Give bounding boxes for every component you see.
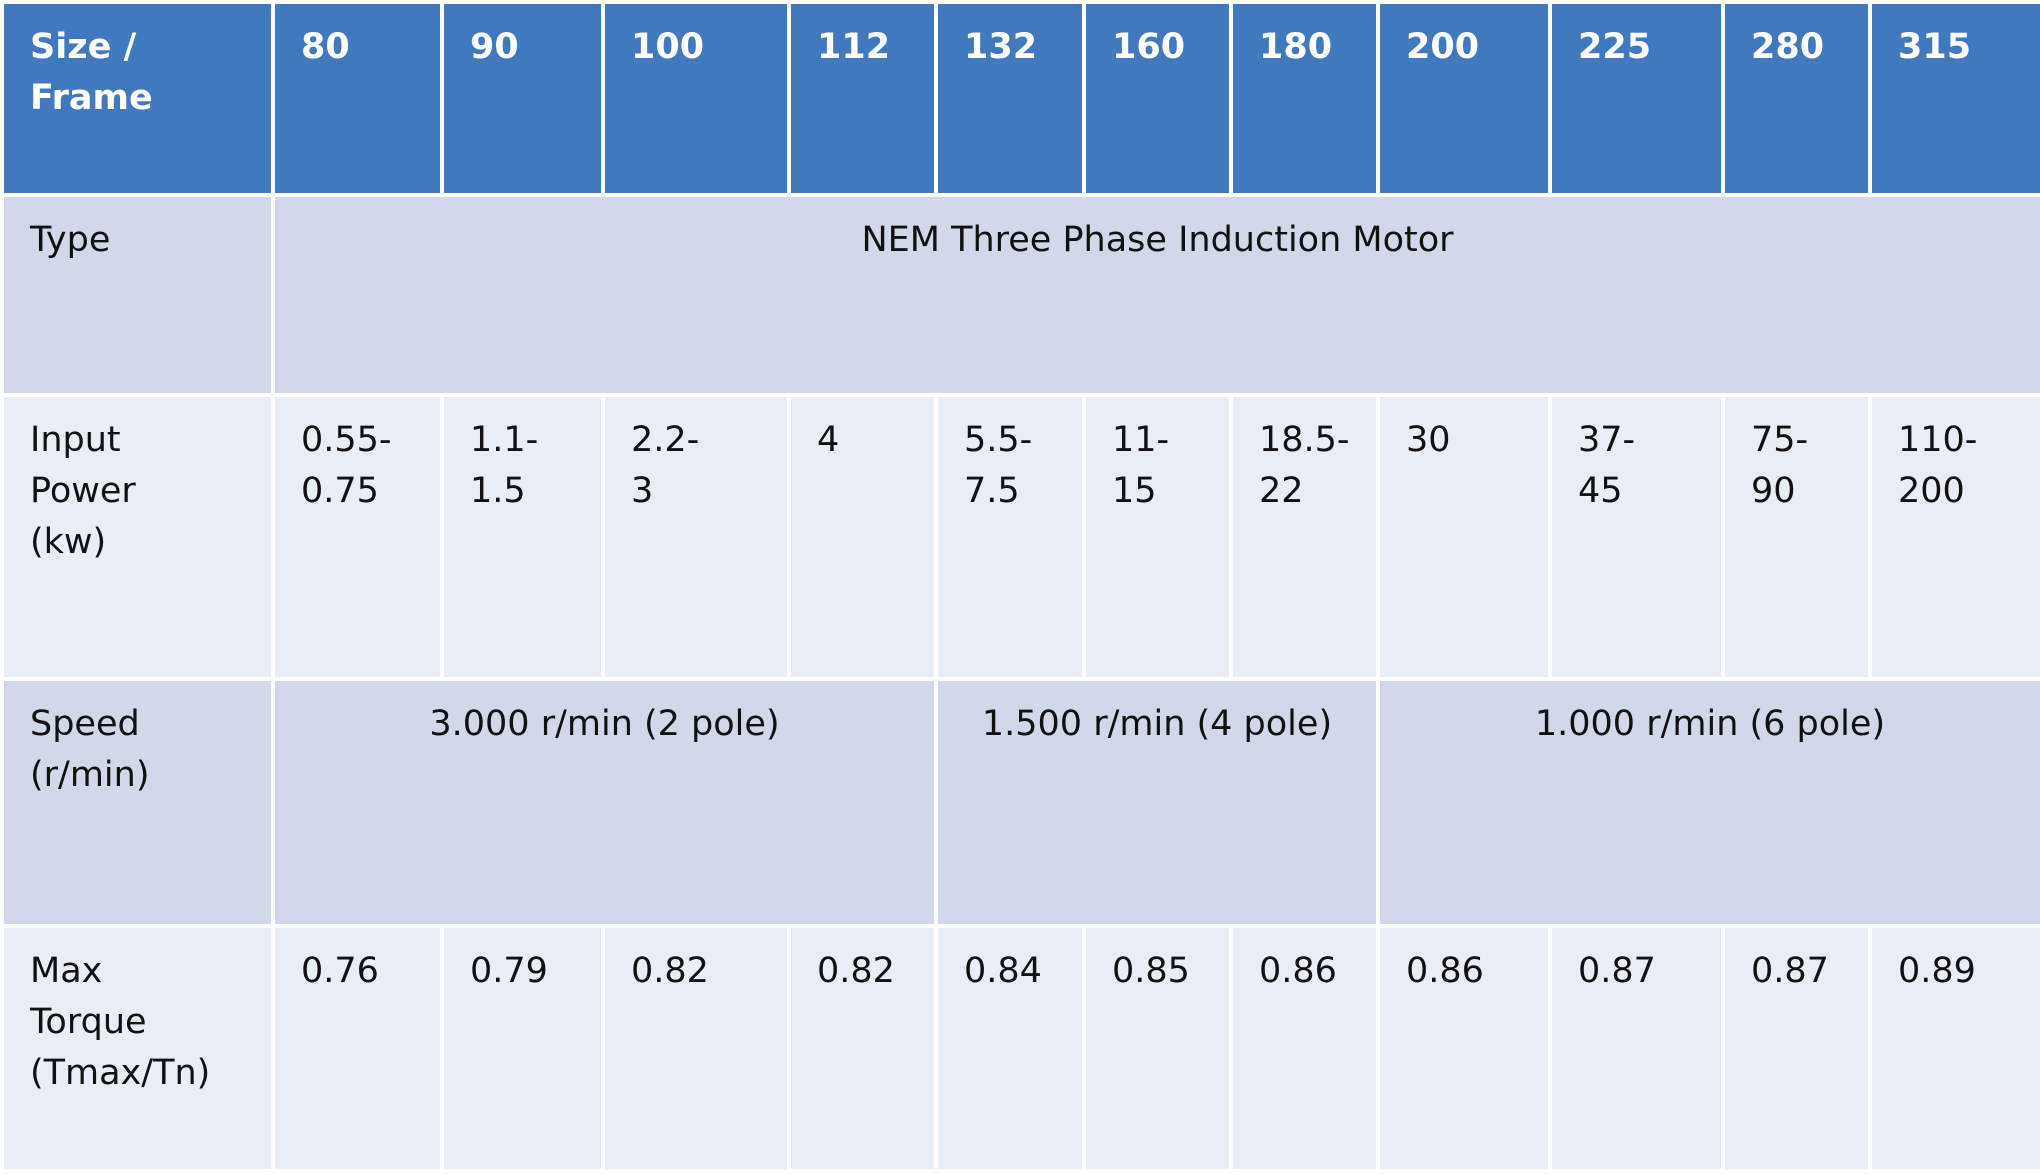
header-cell: 90 — [440, 0, 605, 197]
cell: 0.76 — [271, 924, 444, 1173]
cell: 0.86 — [1229, 924, 1380, 1173]
cell: 0.85 — [1082, 924, 1233, 1173]
cell: 4 — [787, 393, 938, 681]
cell: 0.84 — [934, 924, 1086, 1173]
cell: 0.82 — [787, 924, 938, 1173]
cell: 1.1- 1.5 — [440, 393, 605, 681]
cell: 0.79 — [440, 924, 605, 1173]
cell: 5.5- 7.5 — [934, 393, 1086, 681]
row-label: Max Torque (Tmax/Tn) — [0, 924, 275, 1173]
row-label: Speed (r/min) — [0, 677, 275, 928]
header-cell: Size / Frame — [0, 0, 275, 197]
cell: 75- 90 — [1721, 393, 1872, 681]
cell: 110- 200 — [1868, 393, 2040, 681]
header-cell: 225 — [1548, 0, 1725, 197]
header-cell: 180 — [1229, 0, 1380, 197]
cell: 37- 45 — [1548, 393, 1725, 681]
header-cell: 112 — [787, 0, 938, 197]
row: Max Torque (Tmax/Tn) 0.76 0.79 0.82 0.82… — [0, 924, 2040, 1173]
header-cell: 315 — [1868, 0, 2040, 197]
row: Type NEM Three Phase Induction Motor — [0, 193, 2040, 397]
cell: 0.87 — [1548, 924, 1725, 1173]
row-label: Type — [0, 193, 275, 397]
header-cell: 100 — [601, 0, 791, 197]
cell: 0.86 — [1376, 924, 1552, 1173]
cell: NEM Three Phase Induction Motor — [271, 193, 2040, 397]
cell: 1.000 r/min (6 pole) — [1376, 677, 2040, 928]
cell: 1.500 r/min (4 pole) — [934, 677, 1380, 928]
header-row: Size / Frame 80 90 100 112 132 160 180 2… — [0, 0, 2040, 197]
row: Input Power (kw) 0.55- 0.75 1.1- 1.5 2.2… — [0, 393, 2040, 681]
header-cell: 160 — [1082, 0, 1233, 197]
cell: 0.82 — [601, 924, 791, 1173]
header-cell: 200 — [1376, 0, 1552, 197]
cell: 0.55- 0.75 — [271, 393, 444, 681]
cell: 18.5- 22 — [1229, 393, 1380, 681]
header-cell: 280 — [1721, 0, 1872, 197]
cell: 3.000 r/min (2 pole) — [271, 677, 938, 928]
header-cell: 132 — [934, 0, 1086, 197]
row: Speed (r/min) 3.000 r/min (2 pole) 1.500… — [0, 677, 2040, 928]
cell: 2.2- 3 — [601, 393, 791, 681]
cell: 0.89 — [1868, 924, 2040, 1173]
cell: 0.87 — [1721, 924, 1872, 1173]
cell: 11- 15 — [1082, 393, 1233, 681]
header-cell: 80 — [271, 0, 444, 197]
cell: 30 — [1376, 393, 1552, 681]
row-label: Input Power (kw) — [0, 393, 275, 681]
